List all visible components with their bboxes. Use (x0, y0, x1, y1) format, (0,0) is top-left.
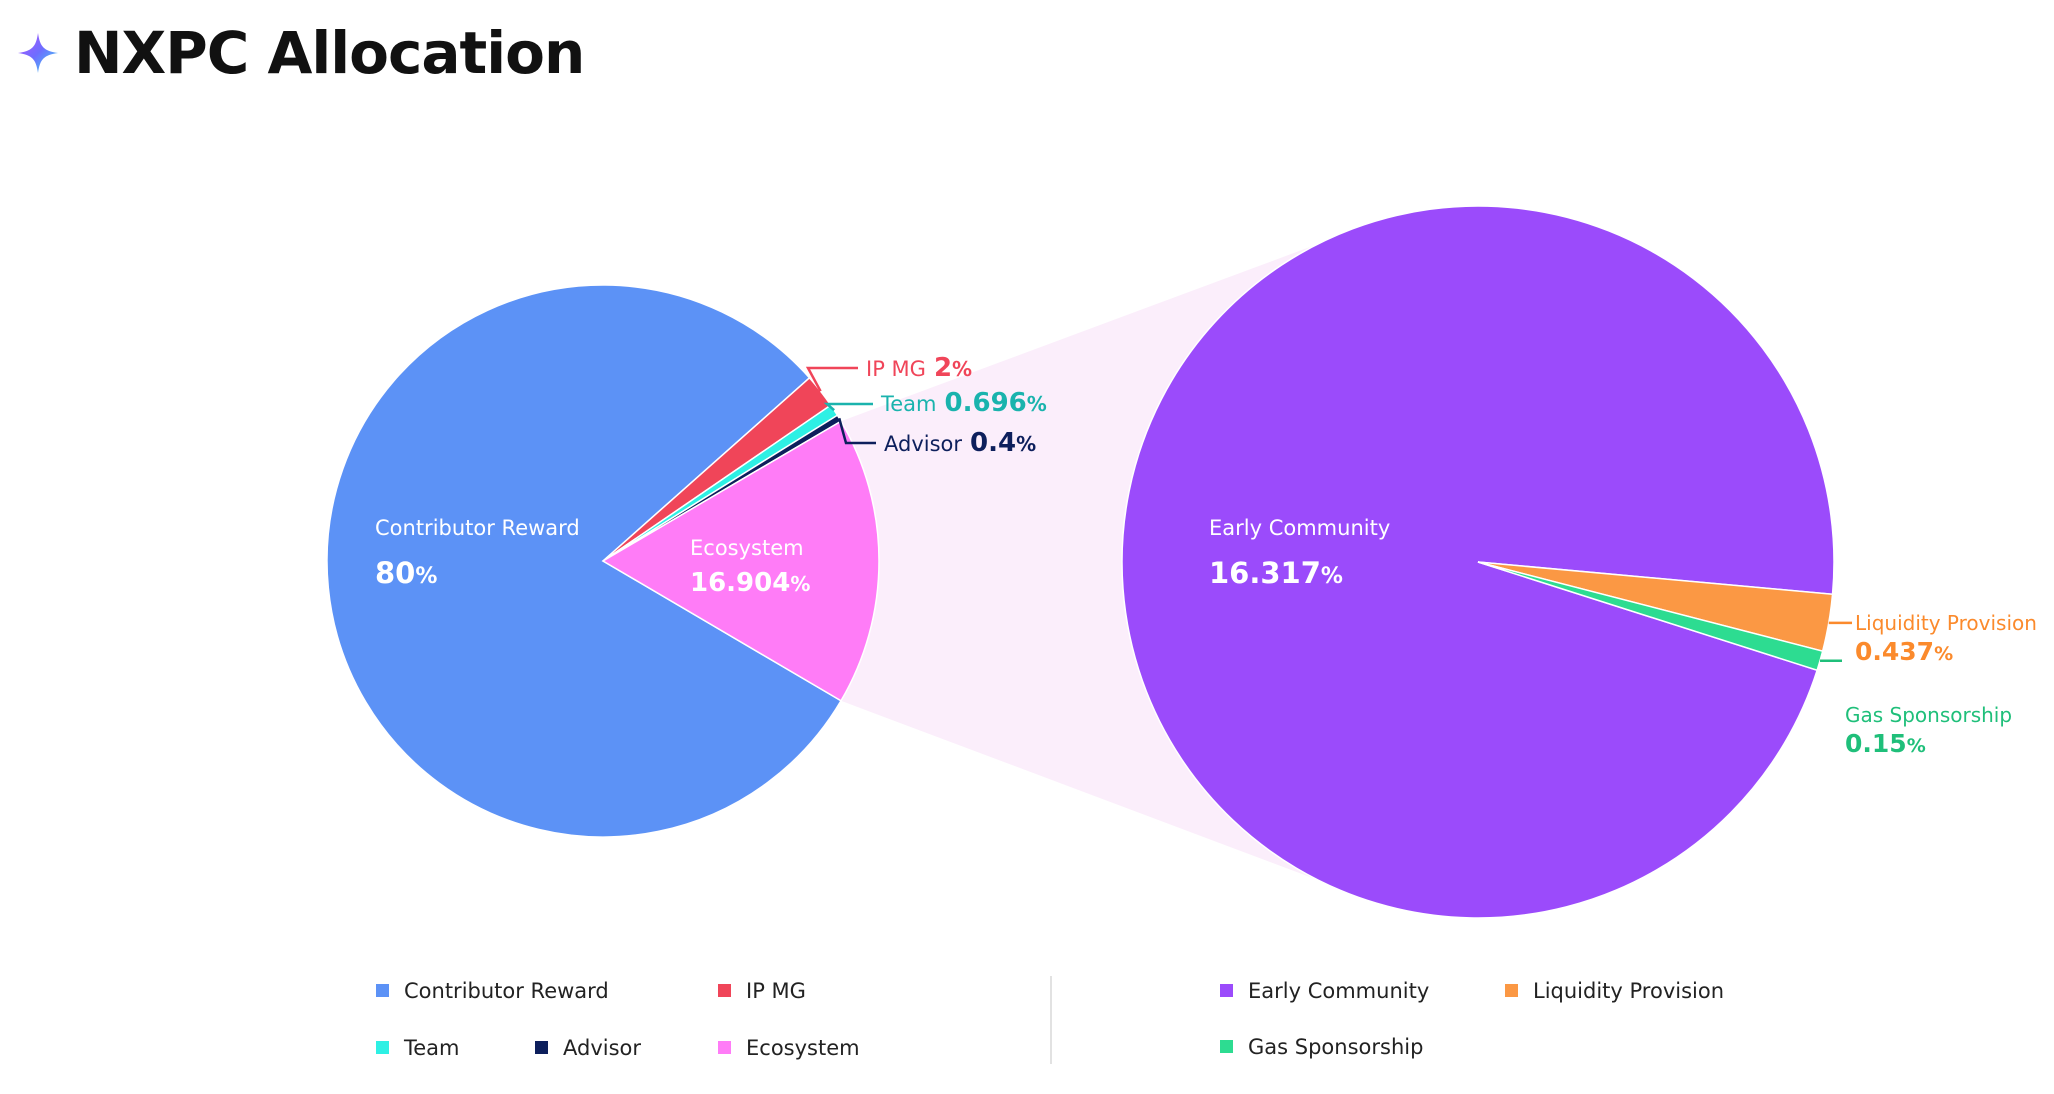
slice-contributor-reward (326, 284, 843, 838)
label-ecosystem: Ecosystem (690, 536, 804, 560)
legend: Contributor Reward IP MG Team Advisor Ecosys… (376, 979, 1724, 1060)
legend-swatch-advisor (535, 1041, 548, 1054)
legend-label-team: Team (403, 1036, 460, 1060)
legend-swatch-ip-mg (718, 984, 731, 997)
legend-swatch-early-community (1220, 984, 1233, 997)
callout-advisor: Advisor 0.4% (884, 428, 1036, 458)
value-ecosystem: 16.904% (690, 568, 810, 598)
value-early-community: 16.317% (1209, 556, 1343, 590)
page-title: NXPC Allocation (74, 19, 585, 87)
legend-label-advisor: Advisor (563, 1036, 641, 1060)
legend-swatch-team (376, 1041, 389, 1054)
legend-swatch-contributor-reward (376, 984, 389, 997)
slice-ecosystem (601, 420, 880, 702)
legend-label-liquidity-provision: Liquidity Provision (1533, 979, 1724, 1003)
callout-ip-mg: IP MG 2% (866, 353, 972, 383)
leader-ip-mg (805, 366, 858, 392)
legend-label-contributor-reward: Contributor Reward (404, 979, 609, 1003)
callout-value-liquidity-provision: 0.437% (1855, 637, 1953, 666)
legend-swatch-gas-sponsorship (1220, 1040, 1233, 1053)
page-header: NXPC Allocation (16, 18, 585, 88)
sparkle-icon (18, 33, 58, 73)
legend-label-ip-mg: IP MG (746, 979, 806, 1003)
label-contributor-reward: Contributor Reward (375, 516, 580, 540)
legend-label-ecosystem: Ecosystem (746, 1036, 860, 1060)
callout-team: Team 0.696% (880, 388, 1047, 418)
legend-divider (1050, 976, 1052, 1064)
legend-label-early-community: Early Community (1248, 979, 1429, 1003)
leader-team (823, 402, 873, 412)
callout-label-liquidity-provision: Liquidity Provision (1855, 611, 2037, 635)
callout-value-gas-sponsorship: 0.15% (1845, 729, 1926, 758)
legend-swatch-ecosystem (718, 1041, 731, 1054)
legend-label-gas-sponsorship: Gas Sponsorship (1248, 1035, 1423, 1059)
pie-ecosystem-breakdown (1121, 205, 1835, 919)
value-contributor-reward: 80% (375, 556, 437, 590)
pie-main (326, 284, 880, 838)
label-early-community: Early Community (1209, 516, 1390, 540)
callout-label-gas-sponsorship: Gas Sponsorship (1845, 703, 2012, 727)
legend-swatch-liquidity-provision (1505, 984, 1518, 997)
leader-advisor (838, 417, 876, 445)
